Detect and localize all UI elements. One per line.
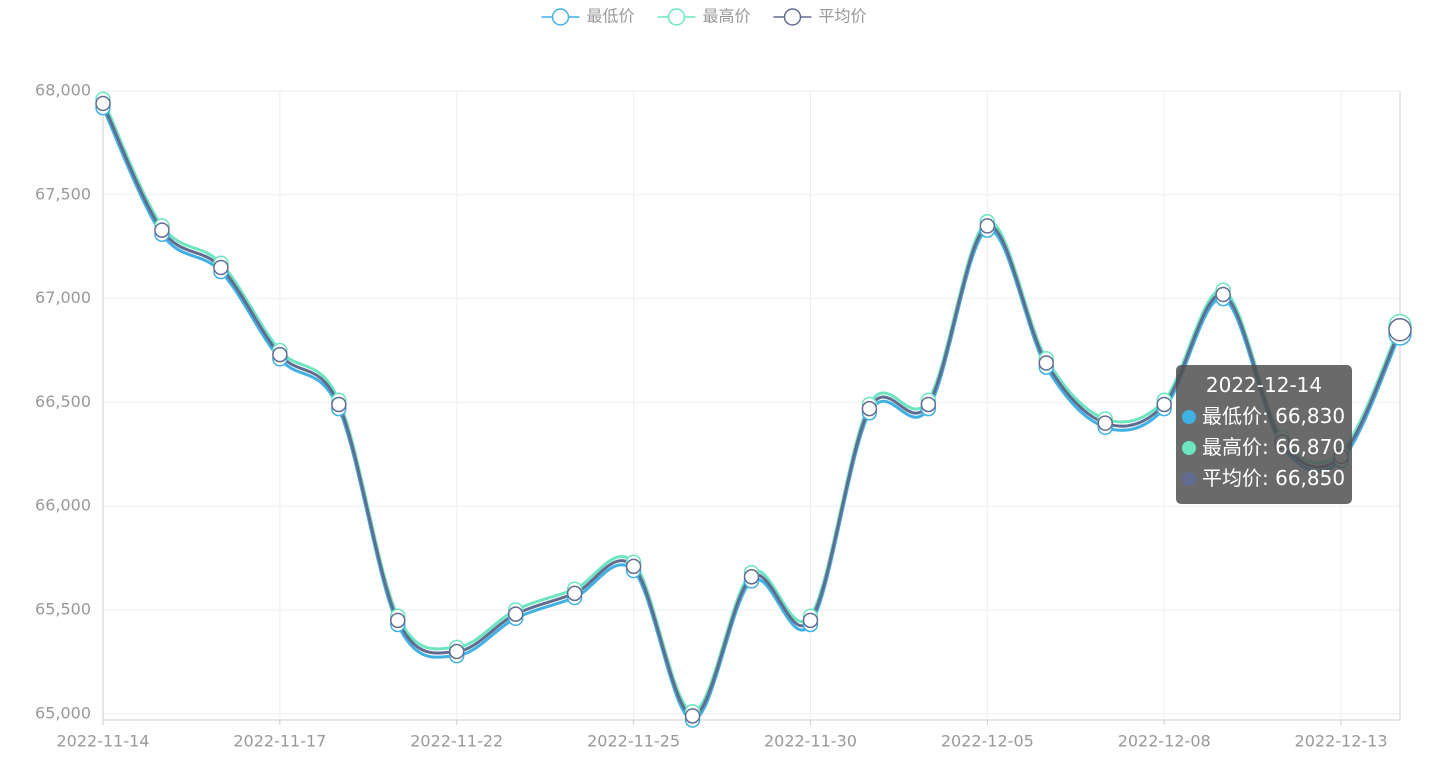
y-tick-label: 66,000 xyxy=(35,496,91,515)
legend-marker xyxy=(783,8,802,26)
legend-item: 最低价 xyxy=(541,7,635,26)
data-point xyxy=(390,612,406,629)
data-point xyxy=(1097,415,1113,431)
tooltip-row: 最高价66,870 xyxy=(1182,432,1346,463)
x-tick-label: 2022-11-17 xyxy=(233,732,326,751)
legend-label: 最高价 xyxy=(703,7,751,26)
x-tick-label: 2022-11-14 xyxy=(57,732,150,751)
legend-label: 最低价 xyxy=(587,7,635,26)
y-tick-label: 66,500 xyxy=(35,392,91,411)
data-point xyxy=(1388,317,1412,342)
tooltip-row: 平均价66,850 xyxy=(1182,463,1346,494)
tooltip-value: 66,870 xyxy=(1275,435,1346,459)
x-tick-label: 2022-11-25 xyxy=(587,732,680,751)
legend-item: 平均价 xyxy=(773,7,867,26)
tooltip-series-name: 平均价 xyxy=(1202,466,1275,490)
y-tick-label: 65,000 xyxy=(35,703,91,722)
x-tick-label: 2022-12-08 xyxy=(1118,732,1211,751)
data-point xyxy=(625,558,642,575)
data-point xyxy=(1156,396,1172,413)
x-tick-label: 2022-12-05 xyxy=(941,732,1034,751)
tooltip-title: 2022-12-14 xyxy=(1205,373,1323,397)
data-point xyxy=(743,569,760,585)
data-point xyxy=(979,218,996,234)
data-point xyxy=(507,606,524,622)
y-tick-label: 67,000 xyxy=(35,288,91,307)
tooltip: 2022-12-14 最低价66,830最高价66,870平均价66,850 xyxy=(1176,365,1352,504)
tooltip-dot xyxy=(1182,410,1196,424)
data-point xyxy=(95,95,111,112)
data-point xyxy=(1038,355,1055,371)
x-tick-label: 2022-11-22 xyxy=(410,732,503,751)
x-tick-label: 2022-11-30 xyxy=(764,732,857,751)
data-point xyxy=(861,400,878,417)
data-point xyxy=(1215,286,1231,303)
data-point xyxy=(154,222,170,238)
tooltip-series-name: 最低价 xyxy=(1202,404,1275,428)
x-tick-label: 2022-12-13 xyxy=(1295,732,1388,751)
tooltip-value: 66,830 xyxy=(1275,404,1346,428)
tooltip-series-name: 最高价 xyxy=(1202,435,1275,459)
data-point xyxy=(213,259,229,276)
tooltip-value: 66,850 xyxy=(1275,466,1346,490)
tooltip-dot xyxy=(1182,441,1196,455)
data-point xyxy=(566,585,583,602)
legend-marker xyxy=(551,8,570,26)
data-point xyxy=(331,396,347,413)
data-point xyxy=(448,643,465,660)
data-point xyxy=(802,612,819,629)
y-tick-label: 67,500 xyxy=(35,184,91,203)
y-tick-label: 68,000 xyxy=(35,81,91,100)
data-point xyxy=(920,396,937,413)
tooltip-row: 最低价66,830 xyxy=(1182,401,1346,432)
tooltip-dot xyxy=(1182,472,1196,486)
y-tick-label: 65,500 xyxy=(35,599,91,618)
legend-marker xyxy=(667,8,686,26)
legend-item: 最高价 xyxy=(657,7,751,26)
legend-label: 平均价 xyxy=(819,7,867,26)
data-point xyxy=(684,708,701,724)
data-point xyxy=(272,346,288,363)
